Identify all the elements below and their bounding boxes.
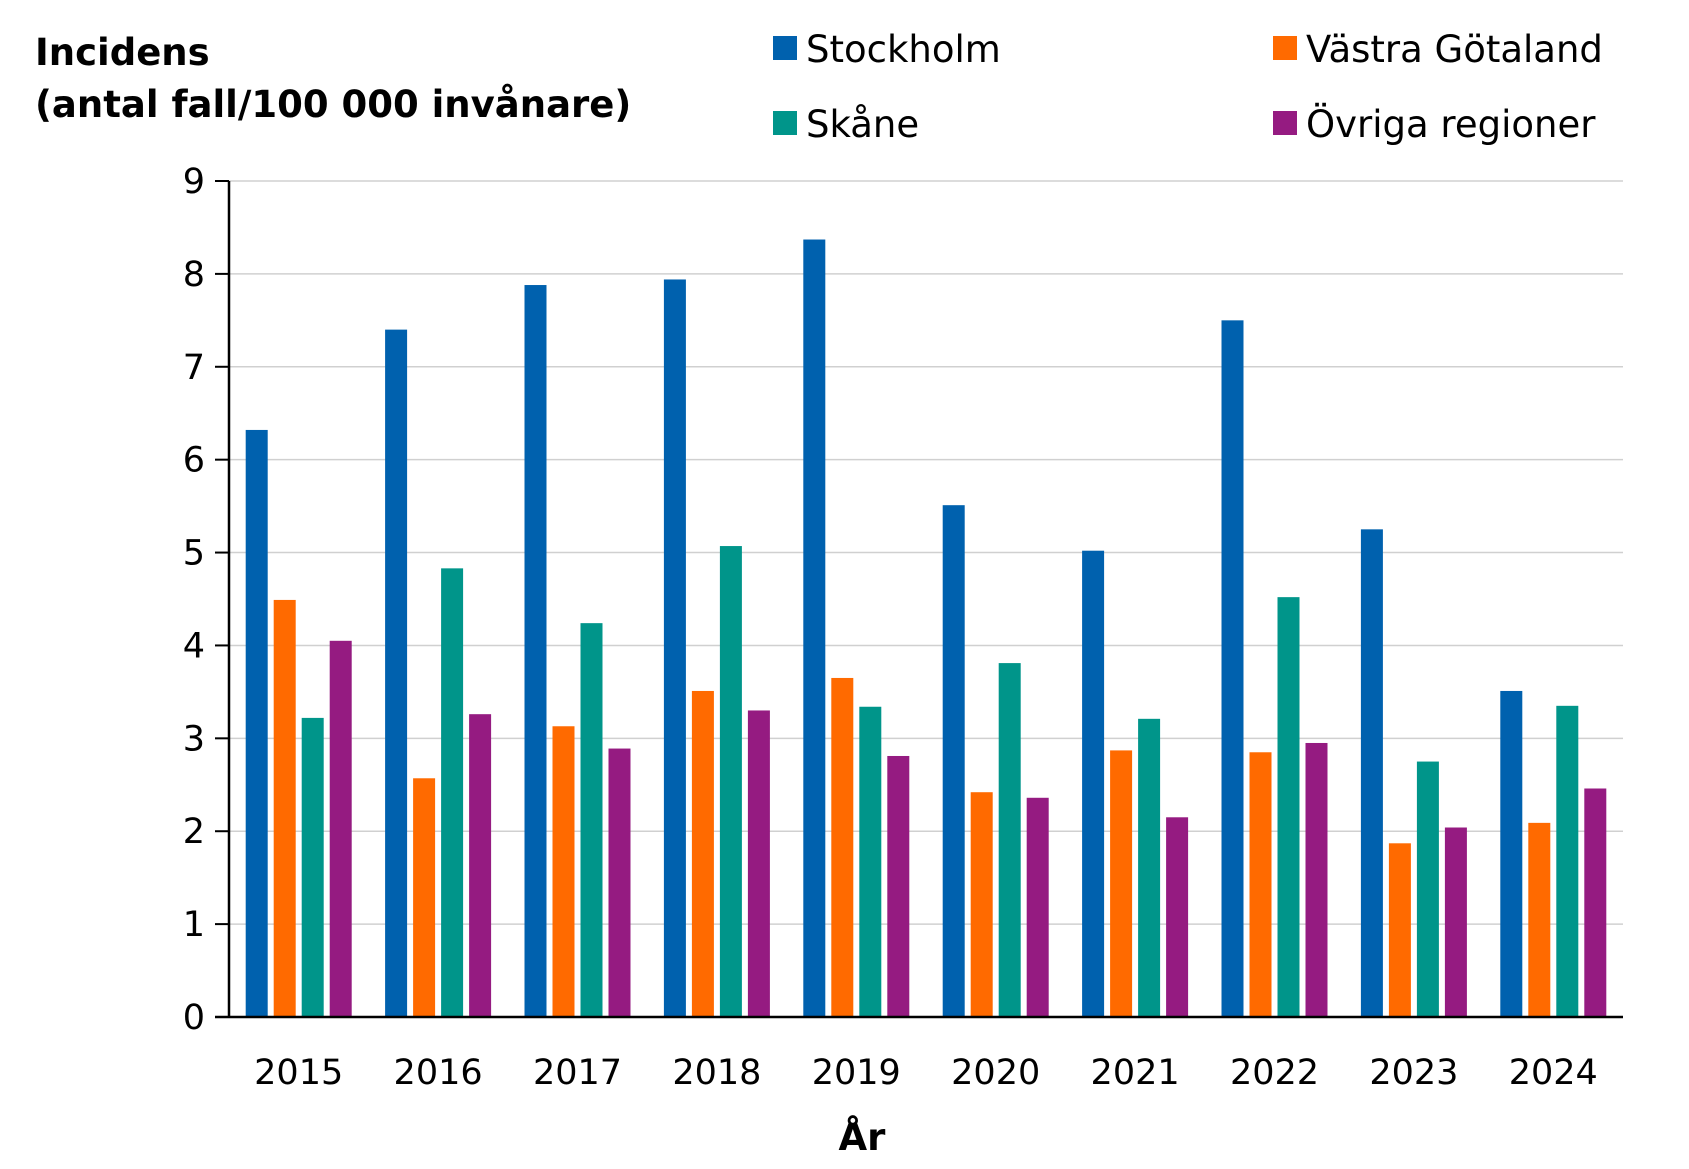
legend: Stockholm Västra Götaland Skåne Övriga regi… — [773, 28, 1603, 146]
y-tick-label: 1 — [183, 905, 205, 945]
bar — [803, 239, 826, 1017]
bar — [887, 755, 910, 1017]
bar — [691, 690, 714, 1017]
bar — [1388, 843, 1411, 1017]
y-tick-label: 0 — [183, 998, 205, 1038]
bar — [719, 546, 742, 1017]
bar — [1444, 827, 1467, 1017]
bar — [1528, 822, 1551, 1017]
bar — [942, 505, 965, 1017]
x-tick-labels: 2015 2016 2017 2018 2019 2020 2021 2022 2023 2024 — [254, 1053, 1598, 1093]
bar — [469, 714, 492, 1017]
y-axis-title-line-1: Incidens — [35, 31, 210, 74]
x-tick-label: 2021 — [1091, 1053, 1180, 1093]
bar — [859, 706, 882, 1017]
bar — [1584, 788, 1607, 1017]
axes — [215, 180, 1623, 1019]
bar — [273, 599, 296, 1017]
bar — [1360, 529, 1383, 1017]
x-axis-title: År — [839, 1115, 887, 1159]
bars — [245, 239, 1607, 1018]
bar — [1416, 761, 1439, 1017]
legend-label: Skåne — [806, 103, 919, 146]
legend-swatch — [1273, 111, 1297, 135]
x-tick-label: 2023 — [1369, 1053, 1458, 1093]
bar — [413, 778, 436, 1017]
gridlines — [229, 180, 1623, 925]
bar — [1082, 550, 1105, 1017]
bar — [1249, 752, 1272, 1017]
x-tick-label: 2017 — [533, 1053, 622, 1093]
legend-label: Västra Götaland — [1306, 28, 1603, 71]
legend-swatch — [1273, 36, 1297, 60]
y-tick-label: 4 — [183, 626, 205, 666]
y-tick-label: 9 — [183, 162, 205, 202]
bar — [970, 792, 993, 1017]
bar — [524, 285, 547, 1018]
bar — [1556, 705, 1579, 1017]
bar — [552, 726, 575, 1017]
bar — [831, 677, 854, 1017]
y-tick-label: 8 — [183, 255, 205, 295]
bar — [1305, 742, 1328, 1017]
y-tick-label: 2 — [183, 812, 205, 852]
bar — [1166, 817, 1189, 1017]
bar — [385, 329, 408, 1018]
bar — [608, 748, 631, 1017]
x-tick-label: 2024 — [1509, 1053, 1598, 1093]
bar — [441, 568, 464, 1017]
bar — [747, 710, 770, 1017]
bar — [1221, 320, 1244, 1017]
y-axis-title-line-2: (antal fall/100 000 invånare) — [35, 83, 631, 126]
legend-swatch — [773, 111, 797, 135]
y-tick-labels: 0 1 2 3 4 5 6 7 8 9 — [183, 162, 205, 1038]
bar — [663, 279, 686, 1017]
bar — [998, 663, 1021, 1017]
legend-swatch — [773, 36, 797, 60]
y-tick-label: 5 — [183, 534, 205, 574]
y-tick-label: 7 — [183, 348, 205, 388]
y-tick-label: 6 — [183, 441, 205, 481]
bar — [329, 640, 352, 1017]
bar — [1500, 690, 1523, 1017]
x-tick-label: 2019 — [812, 1053, 901, 1093]
x-tick-label: 2016 — [394, 1053, 483, 1093]
bar — [1026, 797, 1049, 1017]
bar — [1110, 750, 1133, 1017]
bar — [245, 429, 268, 1017]
bar — [301, 717, 324, 1017]
x-tick-label: 2018 — [672, 1053, 761, 1093]
bar — [1138, 718, 1161, 1017]
y-tick-label: 3 — [183, 719, 205, 759]
bar — [580, 623, 603, 1017]
x-tick-label: 2020 — [951, 1053, 1040, 1093]
x-tick-label: 2022 — [1230, 1053, 1319, 1093]
bar — [1277, 597, 1300, 1017]
x-tick-label: 2015 — [254, 1053, 343, 1093]
y-axis-title: Incidens (antal fall/100 000 invånare) — [35, 31, 631, 126]
legend-label: Stockholm — [806, 28, 1001, 71]
legend-label: Övriga regioner — [1306, 103, 1596, 146]
